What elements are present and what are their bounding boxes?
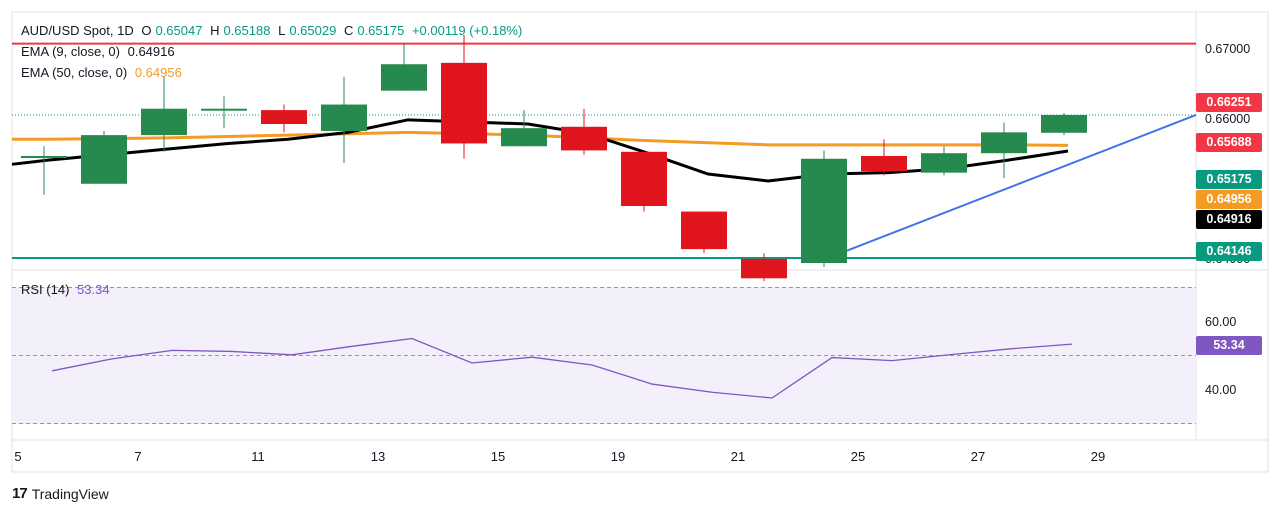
symbol-title: AUD/USD Spot, 1D bbox=[21, 23, 134, 38]
candle-body bbox=[561, 126, 607, 151]
x-axis-label: 15 bbox=[490, 449, 506, 464]
close-value: 0.65175 bbox=[357, 23, 405, 38]
ema9-legend[interactable]: EMA (9, close, 0) 0.64916 bbox=[21, 44, 179, 59]
close-label: C bbox=[343, 23, 354, 38]
tradingview-logo-icon: 17 bbox=[12, 485, 28, 502]
candle-body bbox=[261, 110, 307, 125]
x-axis-label: 19 bbox=[610, 449, 626, 464]
candle-body bbox=[741, 258, 787, 279]
ema9-label: EMA (9, close, 0) bbox=[21, 44, 120, 59]
ema50-price-tag: 0.64956 bbox=[1196, 190, 1262, 209]
x-axis-label: 29 bbox=[1090, 449, 1106, 464]
brand-name: TradingView bbox=[31, 485, 109, 502]
ema50-legend[interactable]: EMA (50, close, 0) 0.64956 bbox=[21, 65, 186, 80]
ascending-trendline bbox=[827, 114, 1197, 259]
x-axis-label: 21 bbox=[730, 449, 746, 464]
candle-body bbox=[501, 128, 547, 147]
x-axis-label: 13 bbox=[370, 449, 386, 464]
candle-body bbox=[381, 64, 427, 91]
candle-body bbox=[621, 151, 667, 207]
low-label: L bbox=[278, 23, 286, 38]
candle-body bbox=[1041, 114, 1087, 133]
ema9-price-tag: 0.64916 bbox=[1196, 210, 1262, 229]
x-axis-label: 5 bbox=[14, 449, 22, 464]
candle-body bbox=[321, 104, 367, 131]
high-value: 0.65188 bbox=[223, 23, 271, 38]
support-level-tag: 0.64146 bbox=[1196, 242, 1262, 261]
low-value: 0.65029 bbox=[289, 23, 337, 38]
x-axis-label: 11 bbox=[251, 449, 265, 464]
candle-body bbox=[141, 108, 187, 136]
chart-frame bbox=[11, 11, 1269, 473]
change-value: +0.00119 (+0.18%) bbox=[411, 23, 523, 38]
price-tick-label: 0.67000 bbox=[1205, 42, 1251, 56]
candle-body bbox=[81, 135, 127, 184]
candle-body bbox=[681, 211, 727, 250]
rsi-value: 53.34 bbox=[77, 282, 110, 297]
ema50-value: 0.64956 bbox=[134, 65, 182, 80]
rsi-value-tag: 53.34 bbox=[1196, 336, 1262, 355]
x-axis-label: 7 bbox=[134, 449, 142, 464]
rsi-tick-label: 60.00 bbox=[1205, 315, 1237, 329]
candle-body bbox=[861, 155, 907, 172]
candle-body bbox=[201, 108, 247, 111]
rsi-legend[interactable]: RSI (14) 53.34 bbox=[21, 282, 114, 297]
symbol-legend: AUD/USD Spot, 1D O 0.65047 H 0.65188 L 0.65… bbox=[21, 23, 526, 38]
rsi-tick-label: 40.00 bbox=[1205, 383, 1237, 397]
candle-body bbox=[981, 132, 1027, 154]
open-label: O bbox=[141, 23, 152, 38]
candle-body bbox=[921, 153, 967, 173]
ema50-label: EMA (50, close, 0) bbox=[21, 65, 128, 80]
price-tick-label: 0.66000 bbox=[1205, 112, 1251, 126]
x-axis-label: 27 bbox=[970, 449, 986, 464]
candle-body bbox=[801, 158, 847, 264]
x-axis-label: 25 bbox=[850, 449, 866, 464]
open-value: 0.65047 bbox=[155, 23, 203, 38]
high-label: H bbox=[210, 23, 220, 38]
tradingview-brand[interactable]: 17 TradingView bbox=[12, 485, 109, 502]
ema9-value: 0.64916 bbox=[127, 44, 175, 59]
last-price-tag: 0.65175 bbox=[1196, 170, 1262, 189]
candle-body bbox=[21, 155, 67, 158]
rsi-label: RSI (14) bbox=[21, 282, 70, 297]
resistance-level-tag: 0.65688 bbox=[1196, 133, 1262, 152]
resistance-level-tag: 0.66251 bbox=[1196, 93, 1262, 112]
rsi-line bbox=[51, 337, 1073, 399]
candle-body bbox=[441, 62, 487, 144]
